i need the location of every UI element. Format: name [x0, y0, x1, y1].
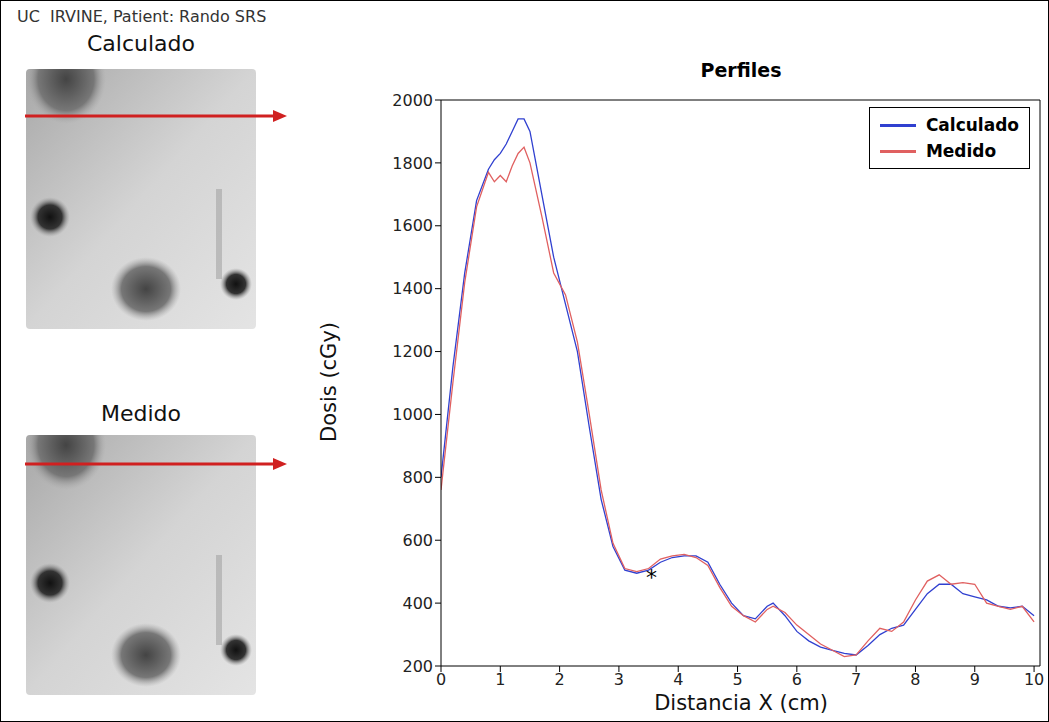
html-text:Dosis (cGy): Dosis (cGy): [317, 322, 341, 442]
svg-text:3: 3: [614, 670, 624, 689]
html-text:Medido: Medido: [101, 401, 181, 426]
svg-text:400: 400: [402, 594, 433, 613]
html-text:Calculado: Calculado: [925, 115, 1019, 135]
svg-text:2000: 2000: [392, 91, 433, 110]
svg-text:800: 800: [402, 468, 433, 487]
svg-text:1200: 1200: [392, 342, 433, 361]
html-text:Perfiles: Perfiles: [700, 59, 782, 81]
svg-text:200: 200: [402, 657, 433, 676]
svg-text:9: 9: [970, 670, 980, 689]
svg-text:1: 1: [495, 670, 505, 689]
svg-text:0: 0: [436, 670, 446, 689]
svg-text:8: 8: [910, 670, 920, 689]
html-text:UC IRVINE, Patient: Rando SRS: UC IRVINE, Patient: Rando SRS: [17, 7, 267, 26]
svg-text:1400: 1400: [392, 279, 433, 298]
svg-text:6: 6: [792, 670, 802, 689]
svg-text:600: 600: [402, 531, 433, 550]
svg-text:2: 2: [555, 670, 565, 689]
svg-text:1600: 1600: [392, 216, 433, 235]
svg-text:1000: 1000: [392, 405, 433, 424]
svg-text:*: *: [646, 565, 657, 590]
html-text:Calculado: Calculado: [87, 31, 195, 56]
svg-text:4: 4: [673, 670, 683, 689]
svg-text:1800: 1800: [392, 154, 433, 173]
svg-text:7: 7: [851, 670, 861, 689]
html-text:Medido: Medido: [925, 141, 997, 161]
svg-text:10: 10: [1024, 670, 1044, 689]
html-text:Distancia X (cm): Distancia X (cm): [654, 691, 828, 715]
svg-text:5: 5: [732, 670, 742, 689]
